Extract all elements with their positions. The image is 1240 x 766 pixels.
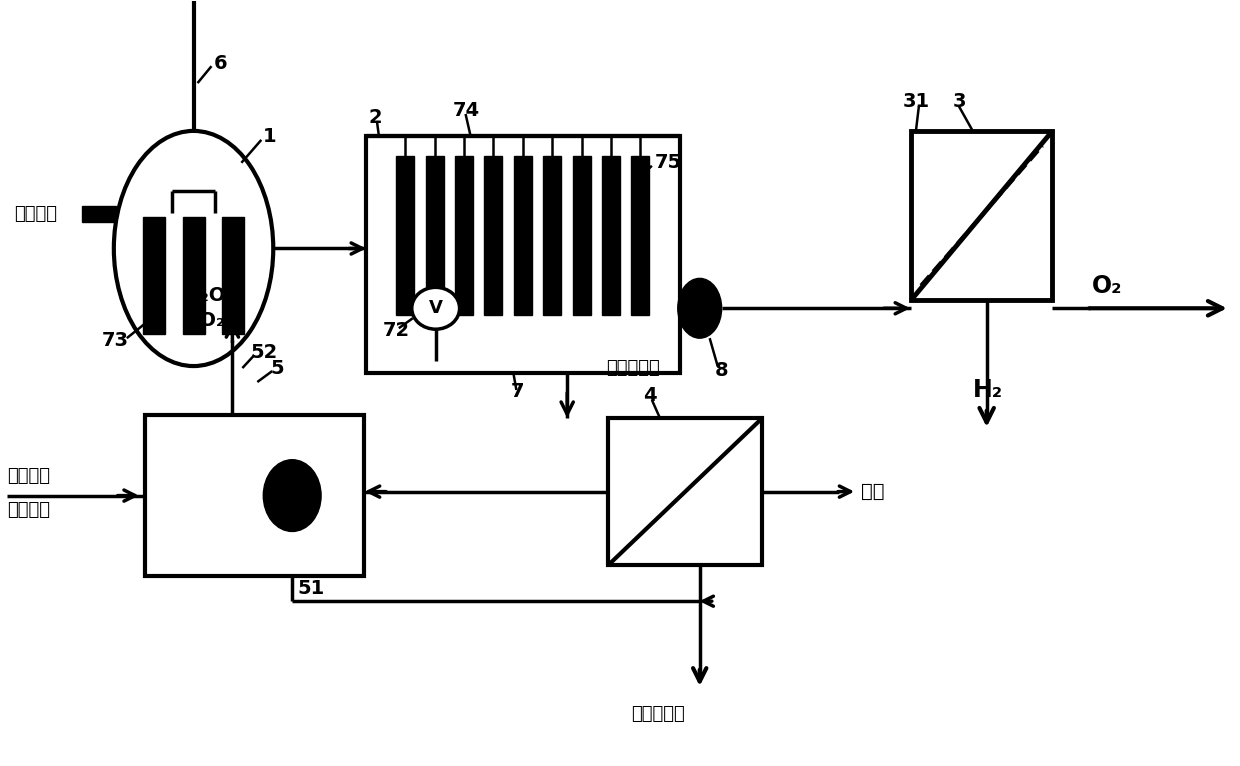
Ellipse shape — [678, 278, 722, 338]
Text: O₂: O₂ — [1092, 274, 1122, 298]
Bar — [631, 155, 650, 316]
Bar — [182, 217, 205, 334]
Bar — [911, 131, 1053, 300]
Text: 52: 52 — [250, 342, 278, 362]
Ellipse shape — [263, 460, 321, 532]
Text: 导电性石: 导电性石 — [7, 466, 51, 485]
Bar — [425, 155, 444, 316]
Text: 73: 73 — [102, 331, 129, 349]
Text: 石墨烯产物: 石墨烯产物 — [606, 359, 660, 377]
Bar — [608, 418, 763, 565]
Text: 8: 8 — [714, 361, 728, 379]
Text: V: V — [429, 300, 443, 317]
Bar — [485, 155, 502, 316]
Bar — [513, 155, 532, 316]
Bar — [603, 155, 620, 316]
Text: H₂: H₂ — [972, 378, 1003, 402]
Text: 滤液: 滤液 — [861, 482, 884, 501]
Bar — [455, 155, 472, 316]
Text: 石墨烯产物: 石墨烯产物 — [631, 705, 684, 723]
Text: 75: 75 — [655, 153, 682, 172]
Bar — [143, 217, 165, 334]
Text: 31: 31 — [903, 91, 930, 110]
Bar — [397, 155, 414, 316]
Text: 51: 51 — [298, 579, 325, 597]
Text: 确酸溶液: 确酸溶液 — [14, 205, 57, 223]
Bar — [366, 136, 680, 373]
Bar — [82, 205, 115, 221]
Text: 墨烯产物: 墨烯产物 — [7, 500, 51, 519]
Text: 74: 74 — [453, 101, 480, 120]
Text: CO₂: CO₂ — [185, 311, 224, 329]
Text: 5: 5 — [270, 358, 284, 378]
Ellipse shape — [412, 287, 460, 329]
Bar — [222, 217, 244, 334]
Text: 4: 4 — [642, 387, 656, 405]
Text: 6: 6 — [213, 54, 227, 73]
Text: 2: 2 — [370, 109, 382, 127]
Text: 72: 72 — [383, 321, 410, 339]
Bar — [145, 415, 363, 576]
Text: 3: 3 — [952, 91, 966, 110]
Text: 7: 7 — [511, 382, 523, 401]
Text: 1: 1 — [263, 127, 277, 146]
Bar — [543, 155, 562, 316]
Text: H₂O: H₂O — [184, 286, 226, 305]
Bar — [573, 155, 590, 316]
